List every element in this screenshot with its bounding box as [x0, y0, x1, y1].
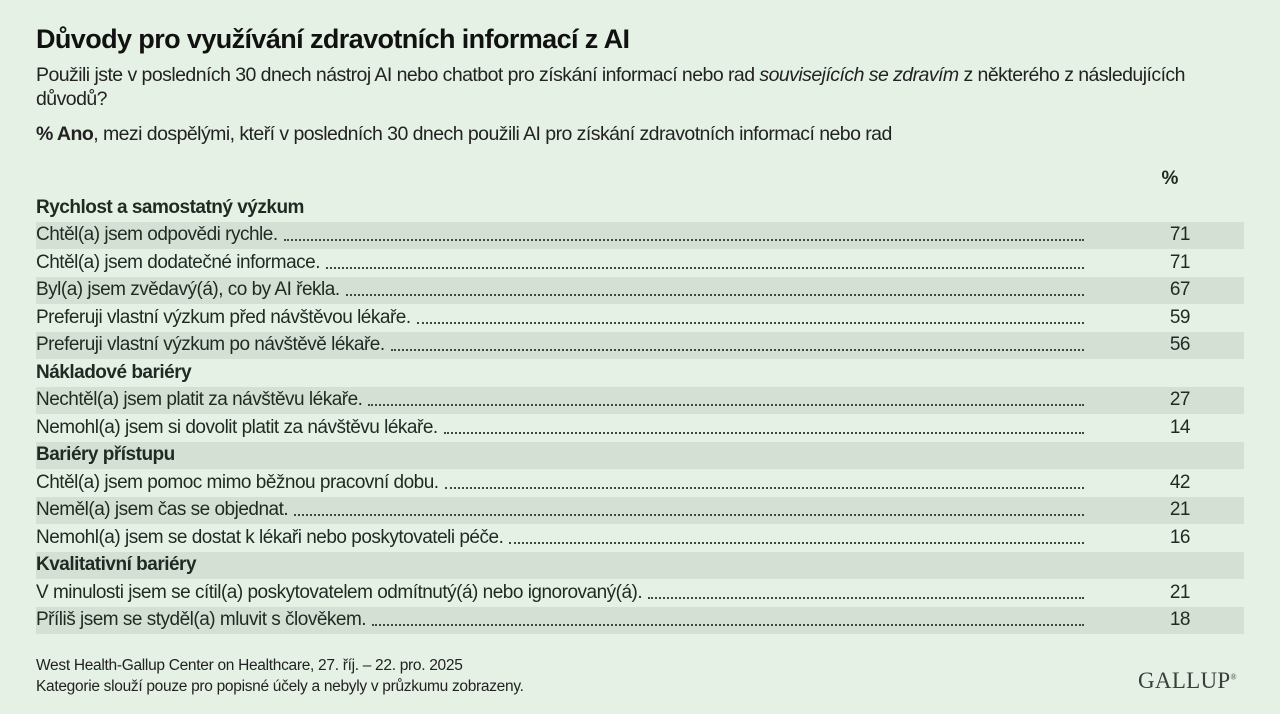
row-label: Nemohl(a) jsem si dovolit platit za návš…: [36, 416, 438, 438]
row-label: Příliš jsem se styděl(a) mluvit s člověk…: [36, 609, 367, 631]
row-value: 21: [1169, 499, 1191, 521]
dot-leader: [444, 431, 1084, 434]
gallup-logo: GALLUP®: [1138, 668, 1237, 693]
row-value: 71: [1169, 251, 1191, 273]
subtitle-text-2: z některého z následujících důvodů?: [36, 64, 1185, 110]
row-label: Nechtěl(a) jsem platit za návštěvu lékař…: [36, 389, 363, 411]
logo-text: GALLUP: [1138, 668, 1231, 693]
group-header-row: Rychlost a samostatný výzkum: [36, 194, 1244, 222]
row-value: 21: [1169, 581, 1191, 603]
row-label: V minulosti jsem se cítil(a) poskytovate…: [36, 581, 643, 603]
dot-leader: [417, 321, 1084, 324]
base-note-bold: % Ano: [36, 123, 94, 145]
row-value: 56: [1169, 334, 1191, 356]
row-value: 67: [1169, 279, 1191, 301]
group-label: Rychlost a samostatný výzkum: [36, 196, 304, 218]
row-label: Chtěl(a) jsem odpovědi rychle.: [36, 224, 278, 246]
table-row: Preferuji vlastní výzkum po návštěvě lék…: [36, 331, 1244, 359]
subtitle-text: Použili jste v posledních 30 dnech nástr…: [36, 64, 760, 86]
table-row: V minulosti jsem se cítil(a) poskytovate…: [36, 579, 1244, 607]
category-note: Kategorie slouží pouze pro popisné účely…: [36, 678, 524, 695]
group-header-row: Bariéry přístupu: [36, 441, 1244, 469]
table-row: Nechtěl(a) jsem platit za návštěvu lékař…: [36, 386, 1244, 414]
row-value: 18: [1169, 609, 1191, 631]
table-row: Byl(a) jsem zvědavý(á), co by AI řekla. 6…: [36, 276, 1244, 304]
chart-subtitle: Použili jste v posledních 30 dnech nástr…: [36, 63, 1236, 111]
dot-leader: [372, 624, 1084, 626]
row-value: 16: [1169, 526, 1191, 548]
chart-title: Důvody pro využívání zdravotních informa…: [36, 24, 630, 54]
row-label: Neměl(a) jsem čas se objednat.: [36, 499, 289, 521]
table-row: Nemohl(a) jsem se dostat k lékaři nebo p…: [36, 524, 1244, 552]
dot-leader: [391, 349, 1084, 351]
group-label: Kvalitativní bariéry: [36, 554, 197, 576]
base-note: % Ano, mezi dospělými, kteří v posledníc…: [36, 123, 892, 146]
table-row: Preferuji vlastní výzkum před návštěvou …: [36, 304, 1244, 332]
table-row: Neměl(a) jsem čas se objednat. 21: [36, 496, 1244, 524]
source-note: West Health-Gallup Center on Healthcare,…: [36, 657, 463, 674]
table-row: Příliš jsem se styděl(a) mluvit s člověk…: [36, 606, 1244, 634]
row-label: Chtěl(a) jsem pomoc mimo běžnou pracovní…: [36, 471, 439, 493]
dot-leader: [284, 239, 1084, 241]
subtitle-italic: souvisejících se zdravím: [759, 64, 959, 86]
table-row: Chtěl(a) jsem odpovědi rychle. 71: [36, 221, 1244, 249]
table-row: Chtěl(a) jsem pomoc mimo běžnou pracovní…: [36, 469, 1244, 497]
row-value: 14: [1169, 416, 1191, 438]
row-label: Nemohl(a) jsem se dostat k lékaři nebo p…: [36, 526, 504, 548]
base-note-text: , mezi dospělými, kteří v posledních 30 …: [93, 123, 892, 145]
group-label: Bariéry přístupu: [36, 444, 175, 466]
dot-leader: [326, 266, 1084, 269]
row-value: 59: [1169, 306, 1191, 328]
dot-leader: [509, 541, 1084, 544]
dot-leader: [648, 596, 1084, 599]
group-label: Nákladové bariéry: [36, 361, 192, 383]
footer: West Health-Gallup Center on Healthcare,…: [36, 655, 524, 697]
row-value: 27: [1169, 389, 1191, 411]
row-label: Byl(a) jsem zvědavý(á), co by AI řekla.: [36, 279, 340, 301]
dot-leader: [294, 514, 1084, 516]
group-header-row: Kvalitativní bariéry: [36, 551, 1244, 579]
dot-leader: [346, 294, 1084, 296]
row-value: 71: [1169, 224, 1191, 246]
dot-leader: [445, 486, 1084, 489]
data-table: Rychlost a samostatný výzkum Chtěl(a) jse…: [36, 194, 1244, 634]
table-row: Chtěl(a) jsem dodatečné informace. 71: [36, 249, 1244, 277]
row-label: Chtěl(a) jsem dodatečné informace.: [36, 251, 320, 273]
value-column-header: %: [1161, 168, 1179, 189]
row-label: Preferuji vlastní výzkum před návštěvou …: [36, 306, 411, 328]
group-header-row: Nákladové bariéry: [36, 359, 1244, 387]
row-label: Preferuji vlastní výzkum po návštěvě lék…: [36, 334, 385, 356]
dot-leader: [368, 404, 1084, 406]
table-row: Nemohl(a) jsem si dovolit platit za návš…: [36, 414, 1244, 442]
row-value: 42: [1169, 471, 1191, 493]
